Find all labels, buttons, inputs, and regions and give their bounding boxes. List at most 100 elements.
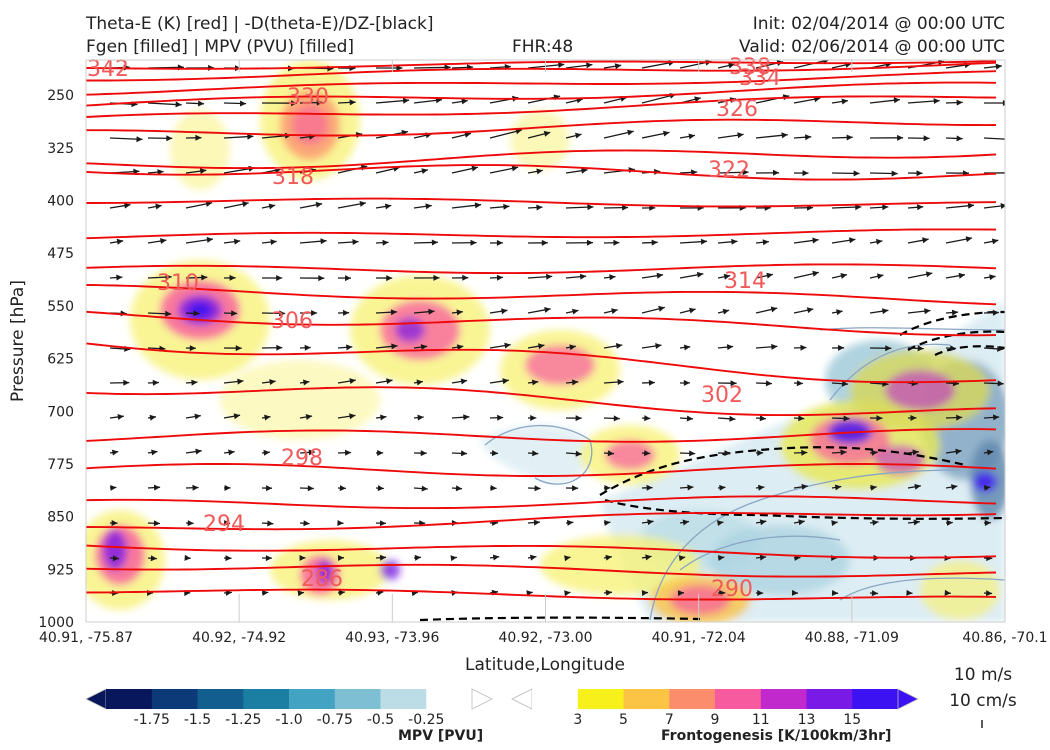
colorbar-tick-label: 9 [711, 712, 720, 728]
wind-vector-head [564, 590, 571, 597]
wind-vector-head [116, 274, 123, 281]
wind-vector-head [111, 520, 118, 526]
wind-vector-head [532, 450, 539, 457]
wind-vector-head [307, 485, 314, 492]
wind-vector-head [876, 415, 883, 422]
wind-vector-head [831, 590, 839, 596]
x-tick-label: 40.93, -73.96 [345, 630, 439, 646]
wind-vector-head [433, 274, 440, 281]
wind-vector-head [291, 100, 297, 107]
wind-vector-head [538, 343, 545, 350]
colorbar-extend-low [85, 688, 107, 710]
wind-vector-head [834, 484, 842, 491]
wind-vector-head [724, 450, 731, 457]
wind-vector-head [611, 308, 618, 315]
theta-e-label: 306 [271, 309, 313, 334]
wind-vector-head [511, 165, 519, 172]
wind-vector-head [613, 415, 620, 422]
x-tick-label: 40.86, -70.1 [962, 630, 1047, 646]
y-tick-label: 625 [47, 352, 74, 368]
wind-vector-head [871, 449, 878, 456]
colorbar-tick-label: 13 [798, 712, 816, 728]
wind-vector-head [515, 128, 522, 135]
wind-vector-head [759, 519, 767, 526]
x-axis-ticks: 40.91, -75.87 40.92, -74.92 40.93, -73.96 4… [39, 60, 1048, 646]
wind-vector-head [917, 345, 924, 352]
wind-vector-head [648, 379, 655, 386]
colorbar-tick-label: 3 [573, 712, 582, 728]
wind-vector-head [571, 379, 579, 386]
wind-vector-head [812, 270, 819, 277]
wind-vector-head [425, 203, 432, 210]
wind-vector-head [242, 201, 249, 208]
wind-vector-head [955, 448, 962, 455]
wind-vector-head [885, 345, 892, 352]
wind-vector-head [165, 274, 172, 281]
wind-vector-head [773, 169, 779, 176]
theta-e-line [86, 228, 997, 240]
wind-vector-head [192, 484, 199, 491]
wind-vector-head [303, 520, 310, 527]
wind-vector-head [492, 554, 500, 561]
colorbar-segment [669, 689, 716, 709]
wind-vector-head [420, 344, 428, 350]
chart-title-line1: Theta-E (K) [red] | -D(theta-E)/DZ-[blac… [86, 14, 434, 34]
wind-vector-head [567, 519, 574, 526]
wind-vector-head [414, 554, 421, 561]
wind-vector-head [450, 555, 457, 562]
colorbar-segment [426, 689, 473, 709]
wind-vector-head [615, 343, 623, 349]
wind-vector-head [575, 132, 582, 139]
wind-vector-head [153, 484, 161, 491]
wind-vector-head [641, 590, 648, 596]
wind-vector-head [136, 136, 143, 143]
wind-vector-head [155, 203, 162, 210]
wind-vector-head [276, 275, 283, 281]
wind-vector-head [613, 239, 620, 246]
wind-vector-head [682, 519, 689, 526]
wind-vector-head [956, 414, 963, 421]
wind-vector-head [416, 379, 423, 386]
wind-vector-head [421, 168, 428, 174]
wind-vector-head [303, 379, 310, 386]
theta-e-label: 318 [272, 165, 314, 190]
theta-e-label: 338 [729, 55, 771, 80]
frontogenesis-colorbar: 3 5 7 9 11 13 15 [511, 688, 919, 728]
colorbar-segment [852, 689, 899, 709]
wind-vector-head [913, 519, 920, 526]
y-tick-label: 1000 [38, 615, 74, 631]
wind-vector-head [264, 414, 271, 421]
wind-vector-head [604, 485, 611, 491]
wind-vector-head [223, 520, 231, 526]
wind-vector-head [189, 345, 196, 352]
wind-vector-head [951, 484, 958, 491]
wind-vector-head [655, 343, 662, 349]
wind-vector-head [914, 483, 921, 490]
wind-vector-head [224, 485, 231, 491]
wind-vector-head [149, 414, 156, 421]
filled-fields [86, 60, 1005, 622]
mpv-colorbar-title: MPV [PVU] [398, 728, 484, 744]
wind-vector-head [806, 307, 814, 314]
wind-vector-head [683, 379, 690, 386]
wind-vector-head [771, 343, 778, 350]
wind-vector-head [533, 519, 540, 526]
theta-e-line [86, 588, 997, 601]
wind-vector-head [956, 99, 963, 106]
wind-vector-head [802, 170, 809, 177]
wind-vector-head [989, 274, 996, 281]
wind-ref-vertical: 10 cm/s [949, 691, 1017, 711]
wind-vector [413, 66, 451, 69]
theta-e-line [86, 118, 997, 137]
wind-vector-head [265, 555, 272, 562]
wind-vector-head [502, 378, 509, 385]
wind-vector-head [339, 485, 346, 492]
wind-vector-head [986, 449, 994, 456]
wind-vector-head [607, 450, 614, 457]
theta-e-line [86, 95, 997, 118]
fgen-colorbar-title: Frontogenesis [K/100km/3hr] [661, 728, 892, 744]
wind-vector-head [728, 62, 735, 69]
wind-vector-head [912, 449, 919, 456]
wind-vector-head [831, 520, 838, 526]
